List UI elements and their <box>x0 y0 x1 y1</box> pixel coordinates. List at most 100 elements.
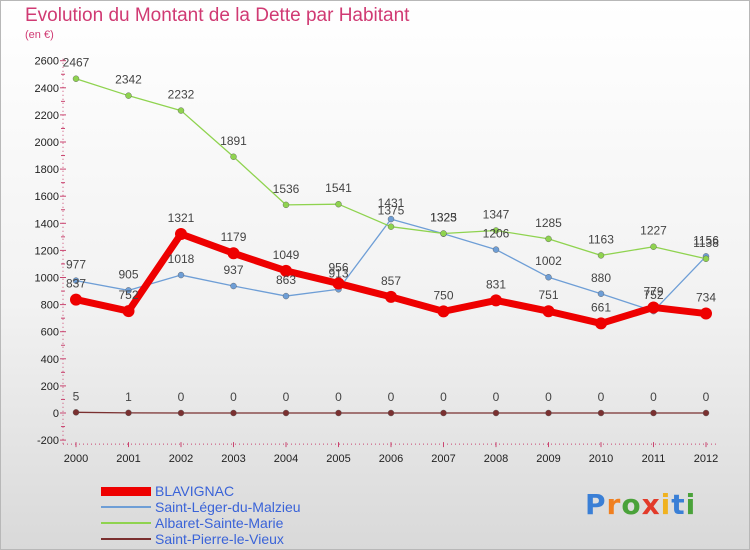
y-tick-label: -200 <box>37 435 59 447</box>
data-label-saint-pierre-le-vieux: 0 <box>440 390 447 404</box>
data-label-blavignac: 1179 <box>221 230 247 244</box>
data-point-albaret-sainte-marie <box>650 243 657 250</box>
data-label-blavignac: 837 <box>66 277 86 291</box>
data-label-saint-l-ger-du-malzieu: 880 <box>591 271 611 285</box>
data-point-saint-l-ger-du-malzieu <box>597 290 605 297</box>
data-point-blavignac <box>122 305 135 318</box>
data-point-saint-pierre-le-vieux <box>702 409 710 417</box>
logo-letter: i <box>685 488 697 521</box>
x-tick-label: 2000 <box>64 453 88 465</box>
data-point-saint-pierre-le-vieux <box>492 409 500 417</box>
data-point-saint-l-ger-du-malzieu <box>125 287 132 294</box>
y-tick-label: 800 <box>41 300 59 312</box>
x-tick-label: 2007 <box>431 453 455 465</box>
data-label-saint-pierre-le-vieux: 0 <box>598 390 605 404</box>
x-tick-label: 2009 <box>536 453 560 465</box>
y-tick-label: 1400 <box>35 218 59 230</box>
data-point-blavignac <box>70 293 82 306</box>
data-point-blavignac <box>647 301 660 314</box>
data-label-blavignac: 857 <box>381 274 401 288</box>
data-label-blavignac: 956 <box>328 260 348 274</box>
data-point-albaret-sainte-marie <box>335 200 342 208</box>
data-label-blavignac: 779 <box>643 284 663 298</box>
data-point-blavignac <box>437 305 450 318</box>
data-label-saint-l-ger-du-malzieu: 937 <box>223 263 243 277</box>
x-tick-label: 2005 <box>326 453 350 465</box>
data-point-albaret-sainte-marie <box>230 153 237 160</box>
data-label-saint-l-ger-du-malzieu: 905 <box>118 267 138 281</box>
data-point-albaret-sainte-marie <box>597 252 605 259</box>
data-label-albaret-sainte-marie: 2232 <box>168 88 195 102</box>
data-point-saint-l-ger-du-malzieu <box>282 292 290 300</box>
data-point-blavignac <box>595 317 607 330</box>
data-label-saint-l-ger-du-malzieu: 752 <box>643 288 663 302</box>
legend-swatch <box>101 506 151 508</box>
data-point-blavignac <box>227 247 240 260</box>
data-label-albaret-sainte-marie: 1138 <box>693 236 719 250</box>
y-tick-label: 400 <box>41 354 59 366</box>
x-tick-label: 2012 <box>694 453 718 465</box>
data-point-albaret-sainte-marie <box>492 227 500 234</box>
data-point-albaret-sainte-marie <box>282 201 290 209</box>
data-point-albaret-sainte-marie <box>545 235 552 243</box>
data-point-albaret-sainte-marie <box>387 223 395 230</box>
data-point-saint-pierre-le-vieux <box>282 409 290 417</box>
legend-swatch <box>101 522 151 524</box>
data-point-saint-pierre-le-vieux <box>387 409 395 417</box>
data-label-albaret-sainte-marie: 1891 <box>220 134 247 148</box>
legend-label: Saint-Pierre-le-Vieux <box>155 531 284 547</box>
y-tick-label: 600 <box>41 327 59 339</box>
data-label-blavignac: 752 <box>118 288 138 302</box>
data-label-saint-pierre-le-vieux: 0 <box>545 390 552 404</box>
data-point-albaret-sainte-marie <box>177 107 185 114</box>
data-point-saint-l-ger-du-malzieu <box>177 271 185 279</box>
data-label-albaret-sainte-marie: 1227 <box>640 224 667 238</box>
data-label-albaret-sainte-marie: 1541 <box>325 181 352 195</box>
data-point-saint-pierre-le-vieux <box>125 409 132 417</box>
data-point-blavignac <box>280 264 292 277</box>
data-label-saint-pierre-le-vieux: 0 <box>230 390 237 404</box>
data-point-saint-pierre-le-vieux <box>545 409 552 417</box>
logo-letter: r <box>606 488 622 521</box>
x-tick-label: 2003 <box>221 453 245 465</box>
data-label-albaret-sainte-marie: 2342 <box>115 73 142 87</box>
legend-label: Albaret-Sainte-Marie <box>155 515 284 531</box>
data-point-blavignac <box>542 305 555 318</box>
data-label-saint-pierre-le-vieux: 0 <box>335 390 342 404</box>
chart-subtitle: (en €) <box>25 29 54 41</box>
x-tick-label: 2002 <box>169 453 193 465</box>
data-label-saint-l-ger-du-malzieu: 1323 <box>430 211 457 225</box>
data-point-saint-l-ger-du-malzieu <box>72 277 80 284</box>
data-point-saint-l-ger-du-malzieu <box>387 215 395 223</box>
x-tick-label: 2010 <box>589 453 613 465</box>
data-label-blavignac: 1321 <box>168 211 195 225</box>
data-label-saint-l-ger-du-malzieu: 1206 <box>483 227 510 241</box>
proxiti-logo: Proxiti <box>585 488 696 521</box>
data-point-albaret-sainte-marie <box>702 255 710 263</box>
data-label-saint-pierre-le-vieux: 0 <box>650 390 657 404</box>
data-label-saint-pierre-le-vieux: 0 <box>283 390 290 404</box>
data-point-saint-pierre-le-vieux <box>440 409 447 417</box>
data-point-saint-l-ger-du-malzieu <box>230 282 237 290</box>
data-label-albaret-sainte-marie: 1375 <box>378 204 405 218</box>
data-label-albaret-sainte-marie: 1536 <box>273 182 300 196</box>
legend-label: BLAVIGNAC <box>155 483 235 499</box>
y-tick-label: 1800 <box>35 164 59 176</box>
x-tick-label: 2004 <box>274 453 298 465</box>
logo-letter: P <box>585 488 607 521</box>
data-label-saint-l-ger-du-malzieu: 1018 <box>168 252 195 266</box>
data-point-saint-pierre-le-vieux <box>335 409 342 417</box>
data-label-blavignac: 750 <box>433 288 453 302</box>
data-label-blavignac: 831 <box>486 277 506 291</box>
y-tick-label: 1000 <box>35 273 59 285</box>
data-point-albaret-sainte-marie <box>440 230 447 237</box>
data-label-saint-pierre-le-vieux: 0 <box>388 390 395 404</box>
data-label-blavignac: 734 <box>696 291 716 305</box>
legend-label: Saint-Léger-du-Malzieu <box>155 499 301 515</box>
data-label-albaret-sainte-marie: 1347 <box>483 207 510 221</box>
y-tick-label: 2600 <box>35 56 59 68</box>
data-point-saint-pierre-le-vieux <box>177 409 185 417</box>
y-tick-label: 1200 <box>35 245 59 257</box>
